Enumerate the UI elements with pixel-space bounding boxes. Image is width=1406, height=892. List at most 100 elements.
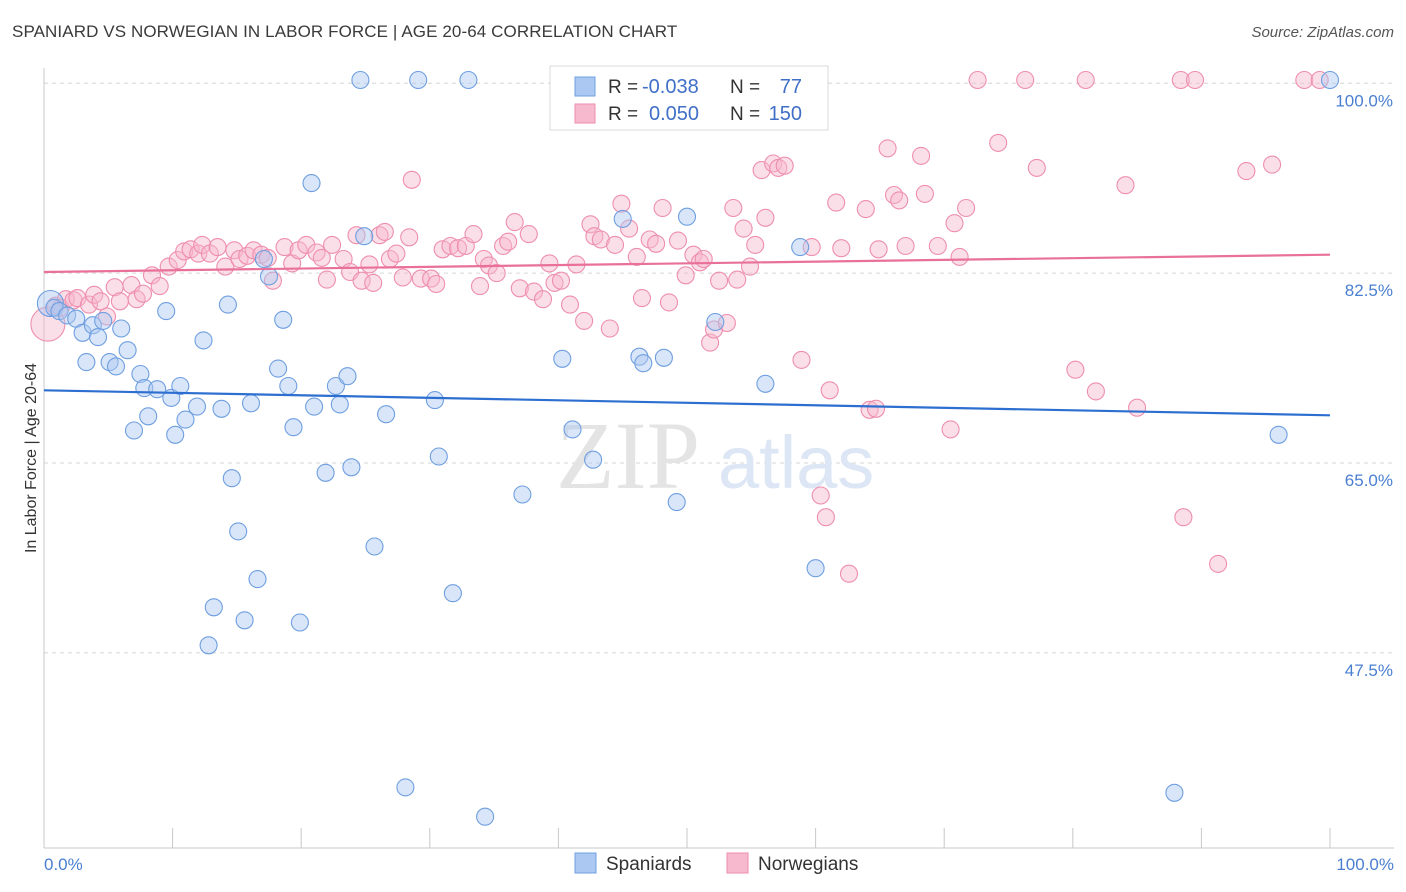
spaniard-point (409, 70, 428, 90)
stats-n-value-2: 150 (769, 103, 802, 125)
stats-box: R = -0.038 N = 77 R = 0.050 N = 150 (549, 65, 829, 131)
norwegian-point (945, 214, 964, 233)
norwegian-point (470, 277, 490, 296)
norwegian-point (869, 240, 888, 259)
norwegian-point (133, 284, 153, 303)
norwegian-point (627, 247, 646, 266)
spaniard-point (290, 613, 309, 632)
norwegian-point (364, 273, 383, 292)
spaniard-point (157, 302, 176, 321)
spaniard-point (654, 348, 673, 367)
stats-swatch-blue (574, 76, 596, 97)
spaniard-point (613, 209, 632, 228)
spaniard-point (443, 584, 462, 603)
x-tick-min: 0.0% (44, 855, 83, 874)
norwegian-point (510, 279, 529, 298)
y-axis-label: In Labor Force | Age 20-64 (23, 363, 40, 553)
norwegian-point (653, 198, 672, 218)
spaniard-point (131, 364, 150, 384)
norwegian-point (659, 293, 679, 312)
spaniard-point (88, 328, 108, 347)
stats-n-label-1: N = (730, 77, 760, 98)
norwegian-point (208, 238, 227, 257)
x-tick-max: 100.0% (1336, 855, 1394, 874)
norwegian-point (1016, 70, 1035, 90)
norwegian-point (896, 236, 915, 256)
spaniard-point (667, 493, 686, 512)
spaniard-point (279, 376, 298, 396)
spaniard-point (199, 636, 218, 655)
norwegian-point (402, 170, 421, 189)
norwegian-point (85, 285, 104, 304)
norwegian-point (499, 232, 518, 251)
norwegian-point (600, 319, 619, 338)
norwegian-point (816, 508, 835, 527)
spaniard-point (302, 174, 321, 193)
norwegian-point (1027, 158, 1046, 177)
spaniard-point (365, 537, 384, 556)
norwegian-point (1209, 554, 1228, 573)
norwegian-point (756, 208, 775, 227)
norwegian-point (360, 255, 379, 274)
norwegian-point (1116, 176, 1135, 195)
grid-lines (44, 82, 1394, 654)
norwegian-point (317, 270, 336, 289)
watermark: ZIP atlas (556, 402, 874, 509)
norwegian-point (884, 185, 904, 205)
norwegian-point (856, 200, 875, 219)
watermark-zip: ZIP (556, 402, 700, 509)
legend-label-spaniards: Spaniards (606, 854, 692, 875)
norwegian-point (581, 215, 600, 234)
norwegian-point (890, 191, 909, 210)
norwegian-point (505, 213, 524, 232)
spaniard-point (791, 238, 810, 257)
spaniard-point (204, 598, 223, 617)
norwegian-point (297, 235, 316, 254)
norwegian-point (728, 270, 747, 289)
y-tick-labels: 100.0% 82.5% 65.0% 47.5% (1335, 91, 1393, 680)
norwegian-point (545, 273, 564, 292)
y-tick-label: 100.0% (1335, 91, 1393, 110)
spaniard-point (212, 399, 231, 418)
norwegian-point (957, 198, 976, 218)
spaniard-point (338, 367, 357, 386)
spaniard-point (584, 450, 603, 469)
norwegian-point (839, 564, 859, 583)
x-tick-marks (172, 828, 1331, 848)
spaniard-point (94, 311, 113, 330)
spaniard-point (756, 374, 775, 393)
spaniard-point (187, 397, 207, 416)
norwegian-point (1086, 382, 1105, 401)
norwegian-point (370, 226, 389, 245)
y-tick-label: 47.5% (1345, 661, 1393, 680)
norwegian-point (710, 271, 729, 290)
norwegians-points (30, 70, 1329, 583)
spaniard-point (248, 570, 267, 589)
spaniard-point (513, 485, 532, 504)
spaniard-point (235, 611, 254, 630)
stats-box-frame (549, 65, 829, 131)
norwegian-point (551, 271, 571, 290)
norwegian-point (620, 219, 639, 238)
norwegian-point (740, 257, 760, 276)
spaniard-point (139, 407, 158, 426)
norwegian-point (694, 249, 713, 269)
norwegian-point (1171, 70, 1190, 90)
spaniard-point (284, 418, 303, 437)
spaniard-point (330, 395, 349, 414)
norwegian-point (312, 248, 331, 267)
norwegian-point (1263, 155, 1282, 174)
legend: Spaniards Norwegians (574, 852, 858, 875)
spaniard-point (241, 394, 261, 413)
spaniard-point (429, 447, 448, 466)
norwegian-point (1128, 398, 1147, 417)
spaniard-point (305, 397, 324, 416)
norwegian-point (323, 235, 342, 254)
spaniard-point (218, 295, 237, 314)
spaniard-point (124, 421, 144, 440)
norwegian-point (216, 257, 235, 276)
legend-label-norwegians: Norwegians (758, 854, 858, 875)
norwegian-point (540, 254, 559, 273)
y-tick-label: 65.0% (1345, 471, 1393, 490)
legend-swatch-norwegians (726, 852, 749, 874)
